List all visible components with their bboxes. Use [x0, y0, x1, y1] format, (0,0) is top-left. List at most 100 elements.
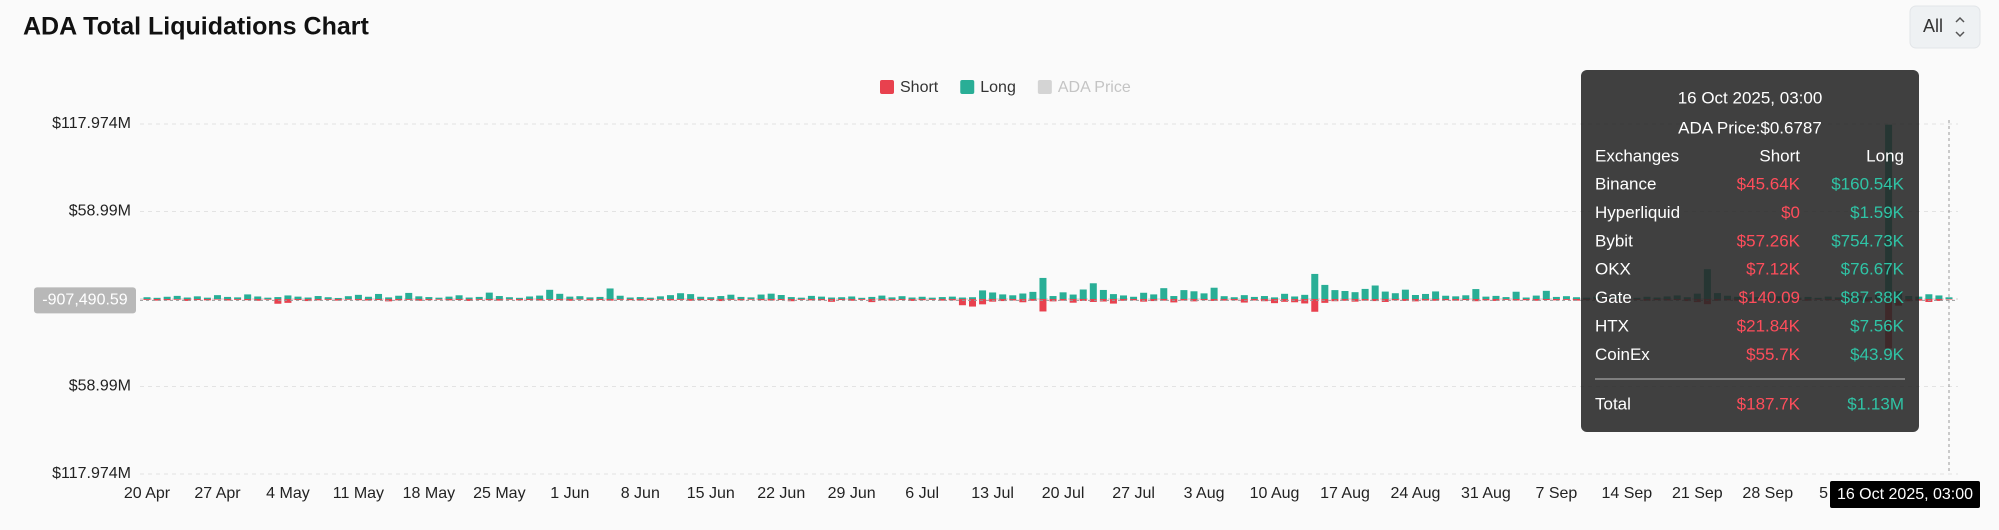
- bar: [224, 299, 232, 301]
- crosshair-y-box: [34, 287, 136, 314]
- bar: [807, 299, 815, 301]
- bar: [324, 299, 332, 300]
- bar: [274, 299, 282, 304]
- range-button-label[interactable]: All: [1923, 16, 1943, 36]
- bar: [707, 299, 715, 301]
- bar: [727, 299, 735, 300]
- bar: [1089, 283, 1097, 299]
- bar: [234, 299, 242, 300]
- bar: [183, 297, 191, 299]
- bar: [1935, 299, 1943, 301]
- bar: [1502, 297, 1510, 299]
- bar: [153, 297, 161, 299]
- bar: [344, 299, 352, 300]
- bar: [334, 299, 342, 301]
- bar: [566, 296, 574, 299]
- x-tick-label: 15 Jun: [687, 485, 735, 502]
- tooltip-cell: Bybit: [1595, 231, 1633, 250]
- bar: [697, 296, 705, 299]
- bar: [405, 292, 413, 299]
- bar: [163, 296, 171, 299]
- tooltip-total: $1.13M: [1847, 394, 1904, 413]
- bar: [385, 297, 393, 299]
- bar: [1019, 293, 1027, 299]
- x-tick-label: 17 Aug: [1320, 485, 1370, 502]
- legend-swatch[interactable]: [960, 80, 975, 94]
- bar: [495, 296, 503, 299]
- bar: [203, 297, 211, 299]
- bar: [918, 296, 926, 299]
- bar: [656, 296, 664, 299]
- bar: [636, 297, 644, 299]
- bar: [213, 299, 221, 300]
- bar: [586, 297, 594, 299]
- bar: [1462, 299, 1470, 301]
- bar: [193, 299, 201, 301]
- bar: [375, 293, 383, 299]
- bar: [1281, 299, 1289, 302]
- bar: [224, 296, 232, 299]
- legend-label[interactable]: Short: [900, 79, 939, 96]
- bar: [1291, 296, 1299, 299]
- bar: [817, 299, 825, 301]
- legend-label[interactable]: Long: [980, 79, 1016, 96]
- tooltip-cell: Binance: [1595, 174, 1656, 193]
- bar: [1351, 299, 1359, 302]
- bar: [1512, 299, 1520, 301]
- bar: [294, 299, 302, 301]
- bar: [1422, 293, 1430, 299]
- legend-swatch[interactable]: [880, 80, 894, 94]
- bar: [898, 299, 906, 301]
- bar: [405, 299, 413, 300]
- bar: [1381, 299, 1389, 302]
- x-tick-label: 13 Jul: [971, 485, 1014, 502]
- bar: [1180, 290, 1188, 299]
- bar: [1452, 299, 1460, 301]
- bar: [375, 299, 383, 301]
- bar: [364, 296, 372, 299]
- bar: [1250, 296, 1258, 299]
- bar: [1190, 299, 1198, 302]
- legend-label[interactable]: ADA Price: [1058, 79, 1131, 96]
- bar: [596, 296, 604, 299]
- bar: [264, 299, 272, 300]
- bar: [717, 299, 725, 302]
- x-tick-label: 6 Jul: [905, 485, 939, 502]
- bar: [576, 296, 584, 299]
- bar: [1230, 297, 1238, 299]
- bar: [1109, 299, 1117, 304]
- bar: [989, 292, 997, 299]
- bar: [717, 296, 725, 299]
- bar: [1542, 299, 1550, 301]
- bar: [666, 299, 674, 301]
- bar: [1432, 291, 1440, 299]
- bar: [455, 295, 463, 299]
- bar: [334, 297, 342, 299]
- bar: [908, 297, 916, 299]
- bar: [1573, 299, 1581, 301]
- bar: [646, 297, 654, 299]
- bar: [526, 299, 534, 301]
- tooltip-cell: $55.7K: [1746, 345, 1801, 364]
- tooltip-header: Short: [1759, 146, 1800, 165]
- bar: [1411, 294, 1419, 299]
- bar: [1170, 296, 1178, 299]
- range-button[interactable]: [1909, 5, 1981, 49]
- x-tick-label: 7 Sep: [1535, 485, 1577, 502]
- tooltip-cell: $754.73K: [1831, 231, 1904, 250]
- bar: [1562, 299, 1570, 300]
- bar: [1039, 277, 1047, 299]
- bar: [838, 297, 846, 299]
- bar: [687, 294, 695, 299]
- bar: [536, 299, 544, 301]
- bar: [697, 299, 705, 301]
- bar: [344, 296, 352, 299]
- bar: [1432, 299, 1440, 301]
- bar: [435, 297, 443, 299]
- bar: [1411, 299, 1419, 302]
- legend-swatch[interactable]: [1037, 80, 1052, 94]
- x-tick-label: 21 Sep: [1672, 485, 1723, 502]
- bar: [1452, 296, 1460, 299]
- bar: [1029, 291, 1037, 299]
- bar: [1039, 299, 1047, 312]
